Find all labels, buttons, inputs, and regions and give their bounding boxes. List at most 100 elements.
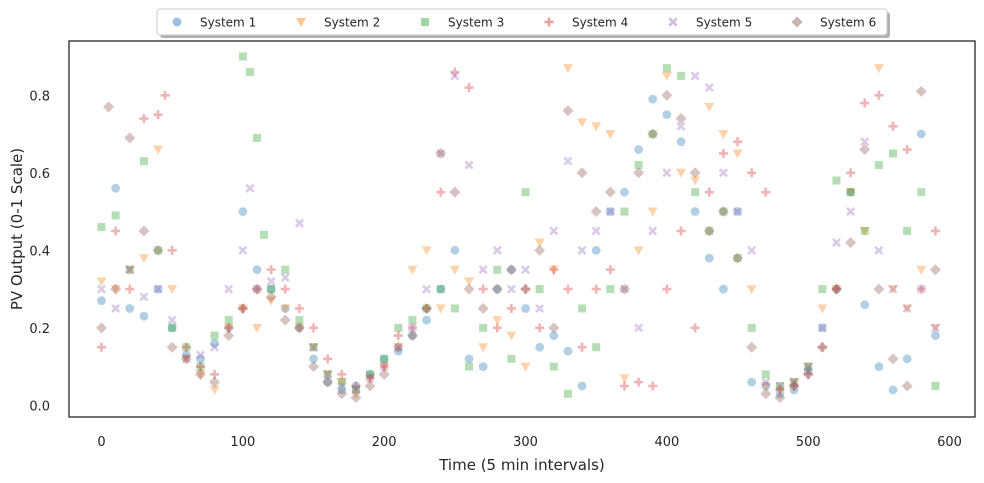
legend-label-system-3: System 3 xyxy=(448,16,504,30)
data-point-system-2 xyxy=(223,323,234,333)
data-point-system-4 xyxy=(393,331,403,341)
data-point-system-2 xyxy=(520,362,531,372)
data-point-system-4 xyxy=(280,284,290,294)
data-point-system-3 xyxy=(260,230,269,239)
y-tick-label: 0.8 xyxy=(29,89,50,104)
data-point-system-5 xyxy=(111,303,121,313)
data-point-system-4 xyxy=(775,385,785,395)
data-point-system-6 xyxy=(618,283,630,295)
data-point-system-4 xyxy=(619,381,629,391)
data-point-system-3 xyxy=(408,316,417,325)
data-point-system-4 xyxy=(733,137,743,147)
data-point-system-6 xyxy=(732,252,744,264)
data-point-system-1 xyxy=(351,381,361,391)
data-point-system-1 xyxy=(365,369,375,379)
data-point-system-4 xyxy=(111,226,121,236)
data-point-system-5 xyxy=(407,323,417,333)
data-point-system-1 xyxy=(690,207,700,216)
data-point-system-2 xyxy=(266,296,277,306)
data-point-system-4 xyxy=(478,284,488,294)
data-point-system-4 xyxy=(930,226,940,236)
data-point-system-6 xyxy=(859,144,871,156)
data-point-system-3 xyxy=(168,323,177,332)
data-point-system-4 xyxy=(874,90,884,100)
legend-label-system-4: System 4 xyxy=(572,16,628,30)
data-point-system-5 xyxy=(761,377,771,387)
data-point-system-6 xyxy=(265,291,277,303)
data-point-system-1 xyxy=(252,265,262,275)
legend-marker-system-3 xyxy=(421,18,429,26)
data-point-system-3 xyxy=(832,176,841,185)
data-point-system-1 xyxy=(634,145,644,154)
data-point-system-3 xyxy=(535,285,544,294)
data-point-system-3 xyxy=(493,265,502,274)
data-point-system-3 xyxy=(563,389,572,398)
data-point-system-3 xyxy=(606,285,615,294)
data-point-system-1 xyxy=(492,284,502,294)
data-point-system-3 xyxy=(422,304,431,313)
data-point-system-3 xyxy=(860,226,869,235)
data-point-system-3 xyxy=(337,378,346,387)
data-point-system-5 xyxy=(252,284,262,294)
x-tick-label: 400 xyxy=(654,435,679,450)
data-point-system-4 xyxy=(210,369,220,379)
data-point-system-6 xyxy=(689,167,701,179)
data-point-system-1 xyxy=(379,354,389,364)
data-point-system-6 xyxy=(138,225,150,237)
data-point-system-6 xyxy=(152,244,164,256)
data-point-system-2 xyxy=(251,323,262,333)
data-point-system-4 xyxy=(294,303,304,313)
data-point-system-4 xyxy=(195,362,205,372)
data-point-system-4 xyxy=(407,323,417,333)
data-point-system-3 xyxy=(97,223,106,232)
data-point-system-6 xyxy=(746,341,758,353)
data-point-system-2 xyxy=(916,265,927,275)
data-point-system-5 xyxy=(902,303,912,313)
data-point-system-4 xyxy=(648,381,658,391)
data-point-system-3 xyxy=(309,343,318,352)
data-point-system-5 xyxy=(492,245,502,255)
data-point-system-1 xyxy=(648,94,658,104)
data-point-system-6 xyxy=(406,330,418,342)
data-point-system-4 xyxy=(379,362,389,372)
data-point-system-3 xyxy=(761,370,770,379)
data-point-system-4 xyxy=(97,342,107,352)
data-point-system-6 xyxy=(180,353,192,365)
data-point-system-3 xyxy=(874,161,883,170)
data-point-system-5 xyxy=(690,71,700,81)
data-point-system-2 xyxy=(661,71,672,81)
data-point-system-1 xyxy=(393,346,403,356)
legend-marker-system-6 xyxy=(791,16,803,28)
data-point-system-6 xyxy=(209,376,221,388)
data-point-system-2 xyxy=(96,277,107,287)
data-point-system-3 xyxy=(903,226,912,235)
data-point-system-2 xyxy=(619,374,630,384)
data-point-system-2 xyxy=(478,343,489,353)
data-point-system-3 xyxy=(281,265,290,274)
data-point-system-4 xyxy=(238,303,248,313)
data-points xyxy=(96,52,941,404)
plot-area xyxy=(68,40,976,418)
legend-marker-system-5 xyxy=(668,17,678,27)
data-point-system-4 xyxy=(252,284,262,294)
data-point-system-4 xyxy=(690,323,700,333)
data-point-system-1 xyxy=(719,284,728,294)
x-tick-label: 100 xyxy=(230,435,255,450)
data-point-system-2 xyxy=(718,130,729,140)
data-point-system-6 xyxy=(887,353,899,365)
data-point-system-3 xyxy=(662,64,671,73)
data-point-system-2 xyxy=(859,226,870,236)
data-point-system-3 xyxy=(917,188,926,197)
data-point-system-1 xyxy=(676,137,686,147)
data-point-system-6 xyxy=(251,283,263,295)
data-point-system-2 xyxy=(605,130,616,140)
data-point-system-3 xyxy=(238,52,247,61)
x-axis-title: Time (5 min intervals) xyxy=(438,456,605,474)
data-point-system-5 xyxy=(125,265,135,275)
data-point-system-5 xyxy=(563,156,573,166)
data-point-system-5 xyxy=(379,362,389,372)
data-point-system-6 xyxy=(633,167,645,179)
data-point-system-1 xyxy=(874,362,884,372)
data-point-system-2 xyxy=(577,118,588,128)
data-point-system-2 xyxy=(365,374,376,384)
